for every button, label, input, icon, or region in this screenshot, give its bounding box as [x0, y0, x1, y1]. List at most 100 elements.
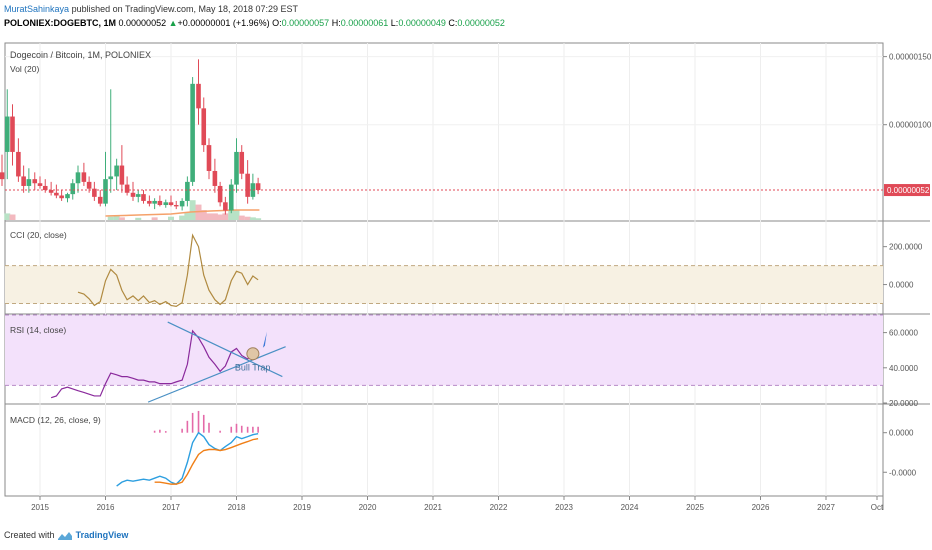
candle-body: [0, 172, 5, 180]
x-tick-label: 2023: [555, 503, 573, 512]
y-tick-label: 0.00000150: [889, 53, 932, 62]
macd-tick-label: 0.0000: [889, 429, 914, 438]
symbol-label: POLONIEX:DOGEBTC, 1M: [4, 18, 117, 28]
bull-trap-marker: [246, 347, 260, 361]
rsi-title: RSI (14, close): [10, 325, 66, 335]
o-label: O:: [272, 18, 282, 28]
close-value: 0.00000052: [457, 18, 505, 28]
candle-body: [75, 172, 81, 184]
x-tick-label: 2018: [228, 503, 246, 512]
candle-body: [152, 200, 157, 204]
candle-body: [250, 183, 256, 197]
candle-body: [168, 202, 174, 206]
footer: Created with TradingView: [4, 530, 128, 541]
macd-line: [116, 431, 259, 487]
cci-tick-label: 200.0000: [889, 243, 923, 252]
candle-body: [201, 108, 207, 146]
candle-body: [179, 200, 185, 207]
h-label: H:: [331, 18, 341, 28]
candle-body: [86, 181, 92, 189]
candle-body: [81, 172, 87, 182]
candle-body: [245, 173, 250, 197]
macd-title: MACD (12, 26, close, 9): [10, 415, 101, 425]
candle-body: [190, 83, 195, 182]
volume-bar: [107, 216, 114, 220]
volume-bar: [168, 216, 174, 220]
x-tick-label: 2021: [424, 503, 442, 512]
x-tick-label: 2020: [359, 503, 377, 512]
candle-body: [217, 185, 223, 203]
rsi-tick-label: 20.0000: [889, 399, 918, 408]
x-tick-label: 2016: [97, 503, 115, 512]
candle-body: [59, 195, 64, 199]
macd-tick-label: -0.0000: [889, 468, 917, 477]
candle-body: [97, 196, 103, 204]
rsi-band-fill: [5, 315, 883, 386]
x-tick-label: 2017: [162, 503, 180, 512]
price-pane-title: Dogecoin / Bitcoin, 1M, POLONIEX: [10, 50, 151, 60]
ohlc-legend: POLONIEX:DOGEBTC, 1M 0.00000052 ▲+0.0000…: [4, 18, 505, 28]
candle-body: [255, 183, 261, 191]
candle-body: [37, 183, 43, 186]
low-value: 0.00000049: [398, 18, 446, 28]
volume-bar: [249, 217, 256, 220]
candle-body: [185, 181, 190, 201]
volume-bar: [233, 210, 240, 220]
volume-bar: [211, 213, 218, 220]
volume-bar: [118, 217, 125, 220]
x-tick-label: Oct: [871, 503, 884, 512]
volume-ma-line: [105, 209, 260, 217]
volume-bar: [184, 212, 191, 220]
created-with-text: Created with: [4, 530, 55, 540]
l-label: L:: [390, 18, 399, 28]
candle-body: [26, 179, 32, 186]
rsi-line: [50, 329, 259, 399]
bull-trap-annotation: Bull Trap: [235, 363, 271, 373]
cci-band-fill: [5, 265, 883, 304]
candle-body: [21, 176, 26, 186]
volume-bar: [205, 213, 212, 220]
candle-body: [4, 116, 10, 152]
candle-body: [239, 151, 245, 174]
candle-body: [234, 151, 239, 185]
x-tick-label: 2015: [31, 503, 49, 512]
candle-body: [16, 151, 21, 177]
volume-bar: [255, 218, 262, 220]
tradingview-brand-link[interactable]: TradingView: [75, 530, 129, 540]
volume-bar: [228, 209, 235, 220]
candle-body: [196, 83, 201, 109]
candle-body: [54, 192, 59, 196]
volume-bar: [200, 210, 207, 220]
last-price: 0.00000052: [118, 18, 167, 28]
volume-bar: [189, 200, 196, 220]
high-value: 0.00000061: [340, 18, 389, 28]
candle-body: [163, 202, 169, 206]
publish-info: MuratSahinkaya published on TradingView.…: [4, 4, 298, 14]
price-change: +0.00000001 (+1.96%): [177, 18, 270, 28]
volume-bar: [222, 213, 229, 220]
volume-bar: [4, 213, 11, 220]
candle-body: [135, 194, 141, 197]
candle-body: [42, 185, 48, 191]
candle-body: [10, 116, 15, 152]
cci-title: CCI (20, close): [10, 230, 67, 240]
x-tick-label: 2022: [490, 503, 508, 512]
rsi-tick-label: 60.0000: [889, 329, 918, 338]
volume-bar: [244, 216, 251, 220]
last-price-tag-label: 0.00000052: [887, 186, 930, 195]
author-link[interactable]: MuratSahinkaya: [4, 4, 70, 14]
candle-body: [141, 194, 146, 201]
y-tick-label: 0.00000100: [889, 121, 932, 130]
candle-body: [103, 179, 108, 204]
candle-body: [114, 165, 119, 177]
arrow-icon: [262, 331, 267, 348]
candle-body: [108, 176, 114, 180]
c-label: C:: [448, 18, 458, 28]
x-tick-label: 2019: [293, 503, 311, 512]
volume-bar: [135, 217, 142, 220]
last-price-tag: [884, 184, 930, 197]
volume-bar: [238, 215, 245, 220]
candle-body: [119, 165, 125, 185]
volume-label: Vol (20): [10, 64, 39, 74]
